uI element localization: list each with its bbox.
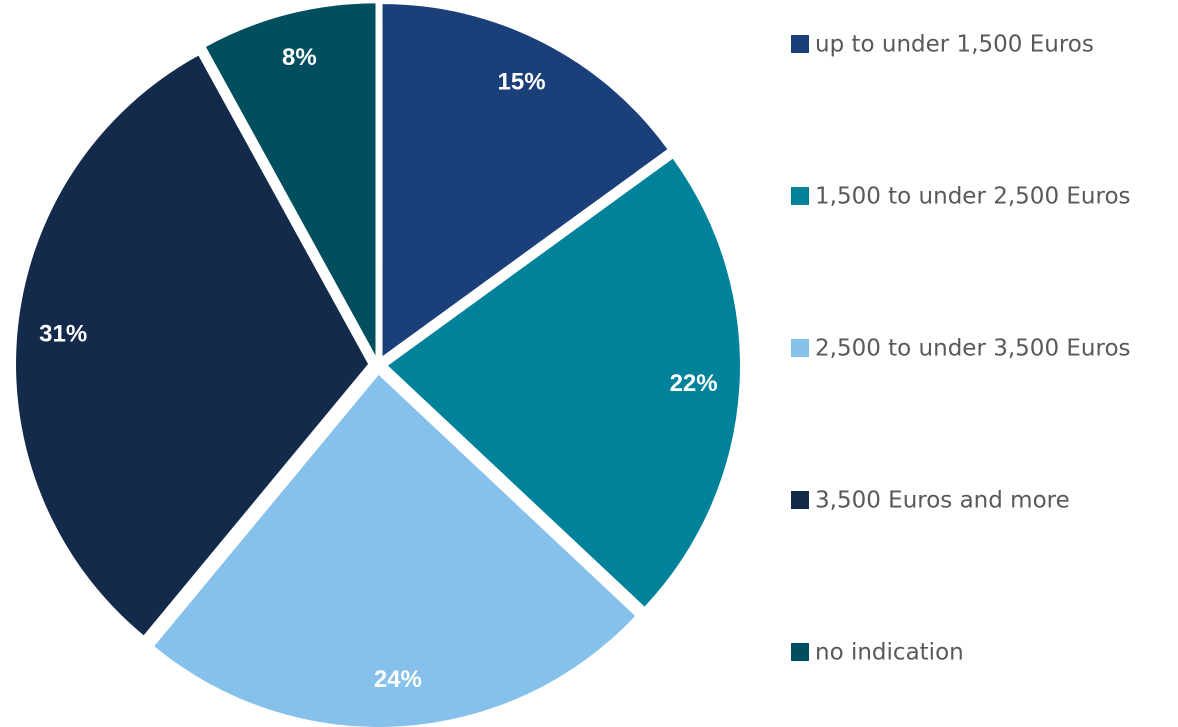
legend-label: up to under 1,500 Euros	[815, 32, 1094, 58]
legend-label: 2,500 to under 3,500 Euros	[815, 336, 1131, 362]
legend-label: no indication	[815, 640, 964, 666]
data-label: 8%	[282, 44, 317, 71]
data-label: 31%	[39, 321, 87, 348]
legend-label: 3,500 Euros and more	[815, 488, 1070, 514]
data-label: 24%	[374, 666, 422, 693]
legend-swatch	[791, 35, 809, 53]
legend-swatch	[791, 339, 809, 357]
pie-slice	[382, 4, 668, 357]
pie-slice	[387, 158, 740, 607]
legend-swatch	[791, 491, 809, 509]
pie-slice	[205, 3, 376, 356]
pie-slice	[154, 374, 636, 727]
pie-slice	[16, 55, 369, 636]
legend-swatch	[791, 643, 809, 661]
data-label: 22%	[670, 370, 718, 397]
legend-label: 1,500 to under 2,500 Euros	[815, 184, 1131, 210]
legend-swatch	[791, 187, 809, 205]
data-label: 15%	[498, 69, 546, 96]
